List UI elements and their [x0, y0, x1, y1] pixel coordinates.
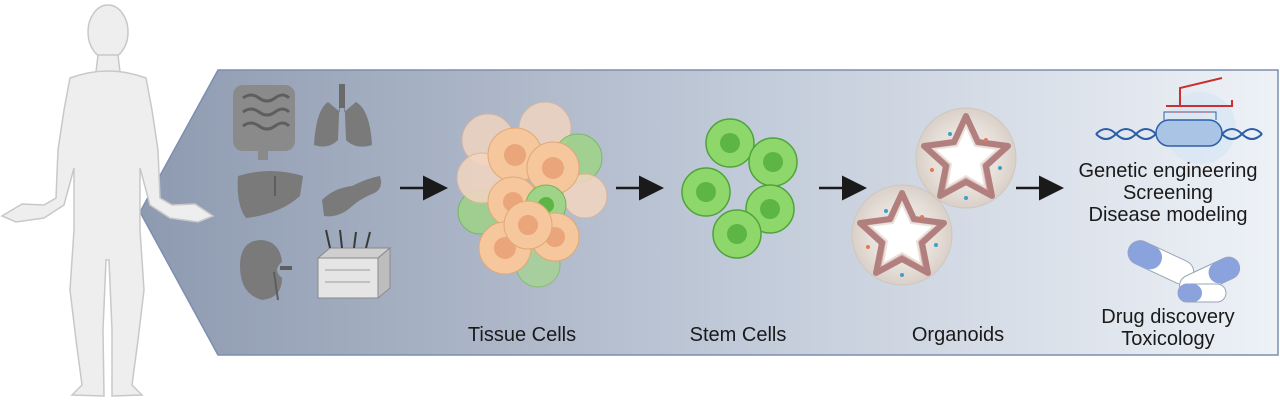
- stage-label-organoids: Organoids: [911, 324, 1005, 346]
- applications-group-1: Genetic engineering Screening Disease mo…: [1058, 160, 1278, 226]
- stage-label-stem-cells: Stem Cells: [689, 324, 787, 346]
- app-label-drug-discovery: Drug discovery: [1101, 306, 1235, 328]
- app-label-toxicology: Toxicology: [1121, 328, 1215, 350]
- stage-label-tissue-cells: Tissue Cells: [467, 324, 577, 346]
- liver-icon: [237, 171, 303, 218]
- app-label-disease-modeling: Disease modeling: [1088, 204, 1248, 226]
- pancreas-icon: [322, 176, 381, 217]
- stem-cells-group: [681, 118, 798, 259]
- applications-group-2: Drug discovery Toxicology: [1058, 306, 1278, 350]
- intestine-icon: [233, 85, 295, 160]
- dna-crispr-icon: [1095, 77, 1263, 164]
- app-label-genetic-engineering: Genetic engineering: [1078, 160, 1258, 182]
- skin-icon: [316, 229, 392, 300]
- organoid-top: [915, 107, 1017, 209]
- organoid-bottom: [851, 184, 953, 286]
- tissue-cells-cluster: [456, 101, 608, 288]
- app-label-screening: Screening: [1122, 182, 1214, 204]
- pills-icon: [1127, 240, 1241, 303]
- human-figure-icon: [0, 4, 215, 397]
- lungs-icon: [314, 84, 372, 147]
- kidney-icon: [240, 240, 292, 301]
